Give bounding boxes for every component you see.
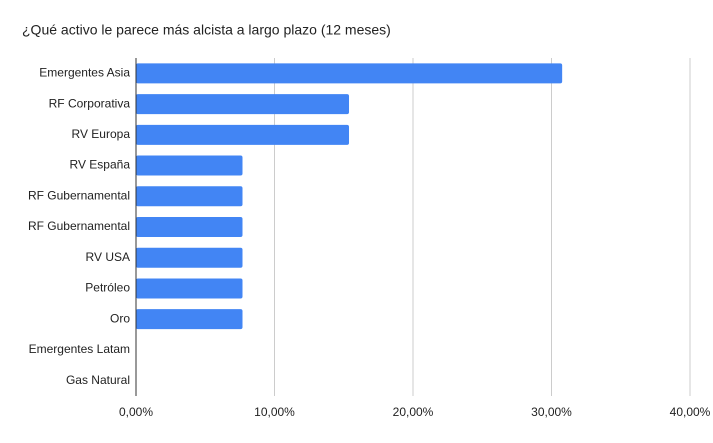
y-tick-label: Petróleo: [85, 281, 130, 295]
x-tick-label: 20,00%: [393, 405, 434, 419]
y-tick-label: RF Gubernamental: [28, 188, 130, 202]
x-tick-label: 40,00%: [670, 405, 711, 419]
y-tick-label: RV Europa: [72, 127, 131, 141]
y-tick-label: RF Gubernamental: [28, 219, 130, 233]
bar: [136, 63, 563, 84]
x-tick-label: 0,00%: [119, 405, 153, 419]
y-tick-label: Oro: [110, 311, 130, 325]
x-tick-label: 30,00%: [531, 405, 572, 419]
y-tick-label: RF Corporativa: [49, 96, 131, 110]
chart-title: ¿Qué activo le parece más alcista a larg…: [22, 22, 391, 38]
y-tick-label: Emergentes Latam: [29, 342, 130, 356]
bar: [136, 247, 243, 268]
bar: [136, 217, 243, 237]
bar: [136, 278, 243, 299]
bar: [136, 309, 243, 330]
x-tick-label: 10,00%: [254, 405, 295, 419]
y-tick-label: RV España: [70, 158, 131, 172]
y-tick-label: Emergentes Asia: [39, 66, 130, 80]
bar: [136, 94, 350, 115]
y-tick-label: RV USA: [86, 250, 130, 264]
y-tick-label: Gas Natural: [66, 373, 130, 387]
bar: [136, 155, 243, 176]
bar: [136, 124, 350, 145]
bar: [136, 186, 243, 207]
